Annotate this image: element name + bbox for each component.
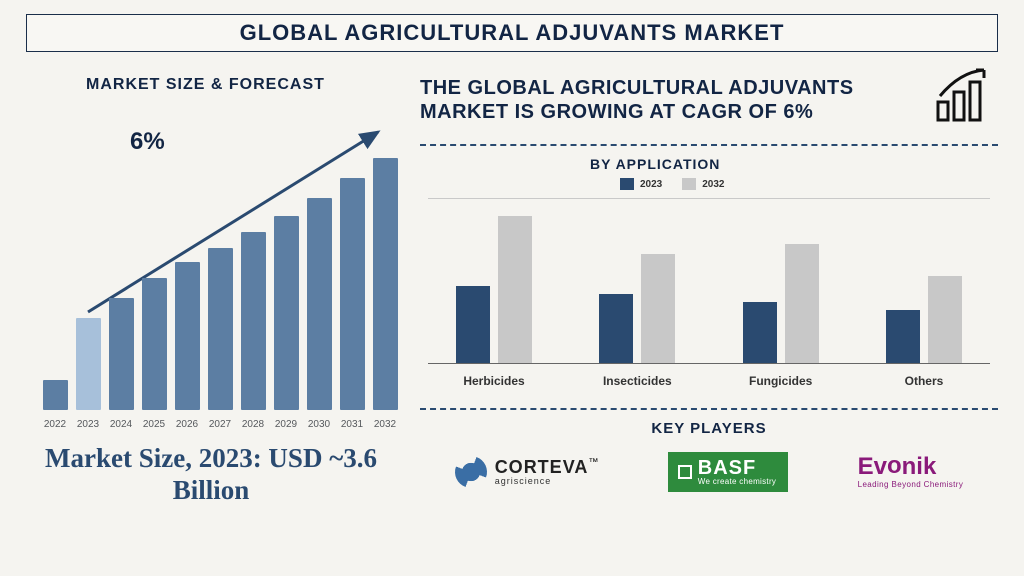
forecast-title: MARKET SIZE & FORECAST [86, 76, 325, 94]
application-bar-group [581, 254, 693, 364]
corteva-tagline: agriscience [495, 477, 599, 486]
application-bar-chart: Herbicides Insecticides Fungicides Others [420, 198, 998, 388]
forecast-year-label: 2025 [142, 419, 167, 430]
application-bar-2032 [498, 216, 532, 364]
logo-evonik: Evonik Leading Beyond Chemistry [858, 455, 964, 489]
application-bar-2032 [641, 254, 675, 364]
legend-swatch [620, 178, 634, 190]
application-bar-2032 [928, 276, 962, 364]
forecast-bar [208, 248, 233, 410]
trademark-symbol: ™ [588, 457, 598, 468]
legend-label: 2023 [640, 179, 662, 190]
basf-tagline: We create chemistry [698, 478, 776, 486]
forecast-year-label: 2028 [241, 419, 266, 430]
application-bar-group [438, 216, 550, 364]
logo-basf: BASF We create chemistry [668, 452, 788, 492]
forecast-year-label: 2032 [373, 419, 398, 430]
legend-item: 2023 [620, 178, 662, 190]
key-players-title: KEY PLAYERS [420, 420, 998, 437]
application-legend: 2023 2032 [620, 178, 725, 190]
corteva-icon [450, 451, 491, 492]
forecast-year-label: 2027 [208, 419, 233, 430]
legend-swatch [682, 178, 696, 190]
key-players-logos: CORTEVA™ agriscience BASF We create chem… [420, 452, 998, 492]
forecast-bar [241, 232, 266, 410]
forecast-year-label: 2026 [175, 419, 200, 430]
forecast-bar [340, 178, 365, 410]
application-bar-2032 [785, 244, 819, 364]
evonik-name: Evonik [858, 455, 964, 479]
legend-item: 2032 [682, 178, 724, 190]
application-category-label: Insecticides [581, 374, 693, 388]
main-title-box: GLOBAL AGRICULTURAL ADJUVANTS MARKET [26, 14, 998, 52]
evonik-tagline: Leading Beyond Chemistry [858, 481, 964, 489]
application-bar-2023 [886, 310, 920, 364]
application-title: BY APPLICATION [590, 156, 720, 172]
forecast-bar [307, 198, 332, 410]
chart-baseline [428, 363, 990, 364]
divider-top [420, 144, 998, 146]
application-category-label: Fungicides [725, 374, 837, 388]
application-category-label: Herbicides [438, 374, 550, 388]
forecast-bar [373, 158, 398, 410]
forecast-year-label: 2023 [76, 419, 101, 430]
forecast-year-label: 2022 [43, 419, 68, 430]
corteva-name: CORTEVA [495, 457, 589, 477]
forecast-bar [109, 298, 134, 410]
basf-square-icon [678, 465, 692, 479]
application-bar-group [868, 276, 980, 364]
main-title: GLOBAL AGRICULTURAL ADJUVANTS MARKET [240, 20, 785, 46]
application-bar-2023 [456, 286, 490, 364]
forecast-year-label: 2024 [109, 419, 134, 430]
forecast-year-label: 2030 [307, 419, 332, 430]
forecast-bar [142, 278, 167, 410]
application-bar-2023 [599, 294, 633, 364]
forecast-year-label: 2029 [274, 419, 299, 430]
cagr-statement: THE GLOBAL AGRICULTURAL ADJUVANTS MARKET… [420, 76, 920, 124]
chart-gridline-top [428, 198, 990, 199]
forecast-bar [76, 318, 101, 410]
logo-corteva: CORTEVA™ agriscience [455, 456, 599, 488]
legend-label: 2032 [702, 179, 724, 190]
forecast-year-label: 2031 [340, 419, 365, 430]
divider-bottom [420, 408, 998, 410]
application-bar-group [725, 244, 837, 364]
forecast-bar [43, 380, 68, 410]
growth-chart-icon [934, 66, 994, 122]
forecast-bar [175, 262, 200, 410]
forecast-bar [274, 216, 299, 410]
application-bar-2023 [743, 302, 777, 364]
forecast-bar-chart: 2022 2023 2024 2025 2026 2027 2028 2029 2030 2031… [30, 140, 410, 430]
application-category-label: Others [868, 374, 980, 388]
basf-name: BASF [698, 458, 776, 478]
market-size-2023: Market Size, 2023: USD ~3.6 Billion [26, 442, 396, 507]
